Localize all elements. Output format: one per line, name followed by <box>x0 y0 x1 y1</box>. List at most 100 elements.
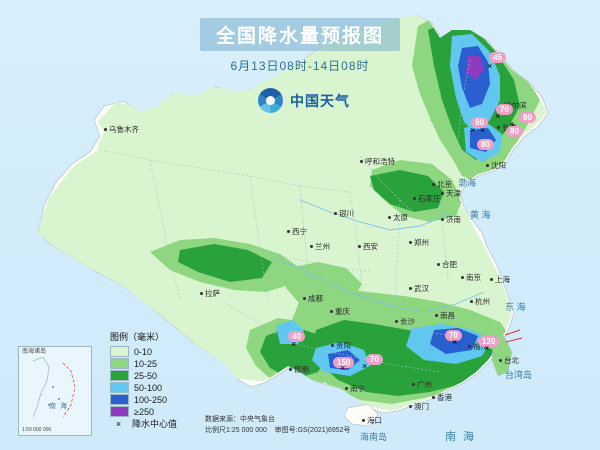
precip-center-icon: × <box>509 119 515 129</box>
precip-center-icon: × <box>291 339 297 349</box>
cma-weather-logo-icon <box>258 88 283 113</box>
legend-center-label: 降水中心值 <box>132 419 178 429</box>
city-label: 天津 <box>441 188 461 199</box>
precip-center-icon: × <box>470 125 476 135</box>
city-label: 西宁 <box>287 226 307 237</box>
forecast-period: 6月13日08时-14日08时 <box>230 59 370 73</box>
sea-label: 台湾岛 <box>505 370 533 380</box>
city-label: 合肥 <box>437 259 457 270</box>
sea-label: 海南岛 <box>360 432 388 442</box>
city-label: 上海 <box>490 274 510 285</box>
legend-row: ≥250 <box>110 406 177 417</box>
map-scale-approval: 比例尺1:25 000 000 审图号:GS(2021)6952号 <box>205 425 351 435</box>
inset-sea-label: 南 海 <box>49 403 68 410</box>
map-scale: 比例尺1:25 000 000 <box>205 427 267 434</box>
precip-value-badge: 120 <box>478 336 500 347</box>
city-label: 杭州 <box>470 296 490 307</box>
precip-value-badge: 150 <box>333 357 355 368</box>
city-label: 石家庄 <box>413 193 441 204</box>
city-label: 太原 <box>388 212 408 223</box>
legend-row: 0-10 <box>110 346 177 357</box>
inset-map <box>32 356 76 418</box>
legend-swatch <box>110 370 129 381</box>
title-block: 全国降水量预报图 6月13日08时-14日08时 <box>0 18 600 74</box>
city-label: 广州 <box>412 379 432 390</box>
south-china-sea-inset: 南海诸岛 南 海 1:50 000 000 <box>18 346 92 436</box>
legend-row: 50-100 <box>110 382 177 393</box>
precip-value-badge: 80 <box>506 126 523 137</box>
page-title: 全国降水量预报图 <box>199 18 400 51</box>
legend-row: 25-50 <box>110 370 177 381</box>
city-label: 济南 <box>441 214 461 225</box>
city-label: 南宁 <box>345 383 365 394</box>
city-label: 长沙 <box>395 316 415 327</box>
city-label: 重庆 <box>330 306 350 317</box>
precip-value-badge: 70 <box>496 104 513 115</box>
precip-value-badge: 70 <box>445 330 462 341</box>
city-label: 乌鲁木齐 <box>104 124 139 135</box>
legend-swatch <box>110 358 129 369</box>
precip-center-icon: × <box>452 337 458 347</box>
city-label: 昆明 <box>289 364 309 375</box>
inset-scale: 1:50 000 000 <box>22 427 52 433</box>
precip-center-icon: × <box>487 61 493 71</box>
legend-label: ≥250 <box>134 406 154 417</box>
city-label: 沈阳 <box>486 160 506 171</box>
precip-value-badge: 40 <box>288 331 305 342</box>
city-label: 武汉 <box>409 283 429 294</box>
city-label: 北京 <box>432 179 452 190</box>
city-label: 南昌 <box>435 310 455 321</box>
city-label: 台北 <box>499 355 519 366</box>
legend-label: 25-50 <box>134 370 158 381</box>
precip-value-badge: 45 <box>489 52 506 63</box>
legend-row: 100-250 <box>110 394 177 405</box>
legend-row: 10-25 <box>110 358 177 369</box>
precip-center-icon: × <box>115 418 122 429</box>
precip-center-icon: × <box>484 343 490 353</box>
city-label: 澳门 <box>409 401 429 412</box>
legend-label: 10-25 <box>134 358 158 369</box>
city-label: 拉萨 <box>200 288 220 299</box>
legend-label: 100-250 <box>134 394 168 405</box>
inset-title: 南海诸岛 <box>22 349 47 355</box>
city-label: 香港 <box>432 392 452 403</box>
taiwan-marker <box>504 329 523 343</box>
city-label: 西安 <box>358 241 378 252</box>
legend-label: 50-100 <box>134 382 163 393</box>
data-source: 数据来源：中央气象台 <box>205 416 275 423</box>
legend-swatch <box>110 406 129 417</box>
city-label: 呼和浩特 <box>360 156 395 167</box>
city-label: 南京 <box>461 272 481 283</box>
sea-label: 东 海 <box>505 302 526 312</box>
legend-swatch <box>110 394 129 405</box>
legend-label: 0-10 <box>134 346 153 357</box>
map-approval-number: 审图号:GS(2021)6952号 <box>274 427 351 434</box>
sea-label: 南 海 <box>445 431 477 443</box>
sea-label: 黄 海 <box>470 210 491 220</box>
legend-swatch <box>110 382 129 393</box>
precip-center-icon: × <box>480 125 486 135</box>
city-label: 海口 <box>362 415 382 426</box>
precip-value-badge: 80 <box>471 117 488 128</box>
legend-swatch <box>110 346 129 357</box>
sea-label: 渤海 <box>458 178 477 188</box>
precip-value-badge: 70 <box>366 354 383 365</box>
rivers <box>269 199 485 313</box>
precip-center-icon: × <box>362 361 368 371</box>
legend-row-center: × 降水中心值 <box>110 418 178 430</box>
weather-logo: 中国天气 <box>258 88 350 113</box>
city-label: 成都 <box>303 293 323 304</box>
logo-label: 中国天气 <box>290 92 350 109</box>
city-label: 哈尔滨 <box>499 100 527 111</box>
precip-value-badge: 80 <box>477 139 494 150</box>
precip-center-icon: × <box>340 363 346 373</box>
city-label: 贵阳 <box>331 340 351 351</box>
legend-title: 图例（毫米） <box>110 332 165 342</box>
legend: 图例（毫米） 0-10 10-25 25-50 50-100 100-250 ≥250 ×… <box>110 330 177 430</box>
precip-value-badge: 80 <box>519 112 536 123</box>
precip-center-icon: × <box>495 111 501 121</box>
city-label: 兰州 <box>310 241 330 252</box>
city-label: 银川 <box>334 208 354 219</box>
